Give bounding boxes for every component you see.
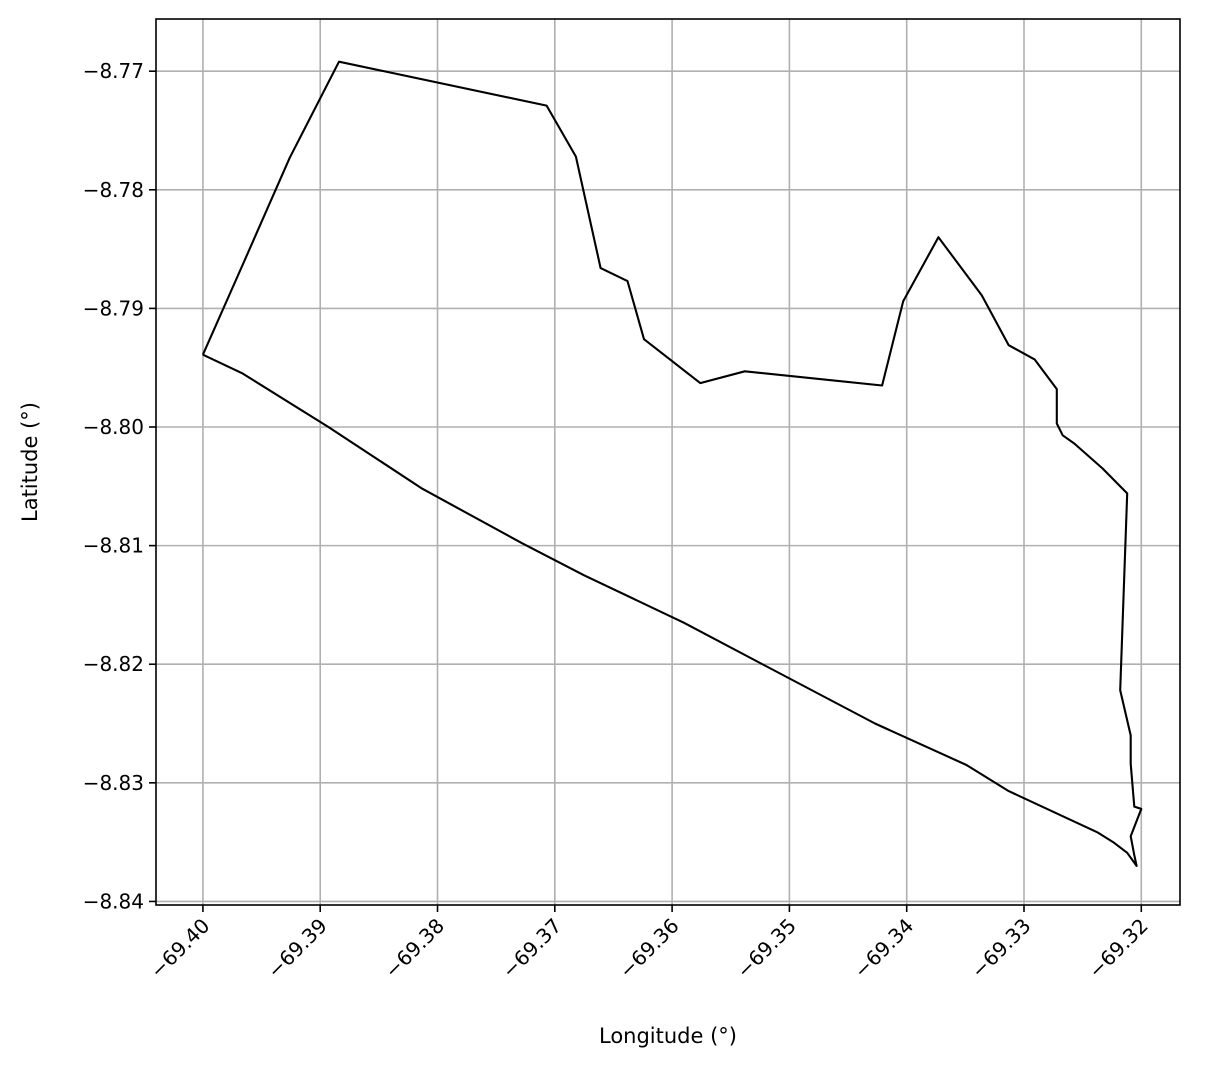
plot-area [201, 60, 1143, 867]
boundary-line [201, 60, 1143, 867]
y-tick-label: −8.81 [83, 534, 144, 558]
y-axis-label: Latitude (°) [18, 402, 42, 522]
y-tick-label: −8.78 [83, 178, 144, 202]
y-tick-label: −8.80 [83, 415, 144, 439]
y-tick-label: −8.79 [83, 296, 144, 320]
x-axis-label: Longitude (°) [599, 1024, 737, 1048]
y-tick-label: −8.83 [83, 771, 144, 795]
y-tick-label: −8.82 [83, 652, 144, 676]
plot-frame [155, 18, 1181, 906]
y-axis-ticks: −8.77 −8.78 −8.79 −8.80 −8.81 −8.82 −8.83 −8.84 [83, 59, 156, 913]
y-tick-label: −8.84 [83, 889, 144, 913]
grid [156, 19, 1180, 905]
y-tick-label: −8.77 [83, 59, 144, 83]
